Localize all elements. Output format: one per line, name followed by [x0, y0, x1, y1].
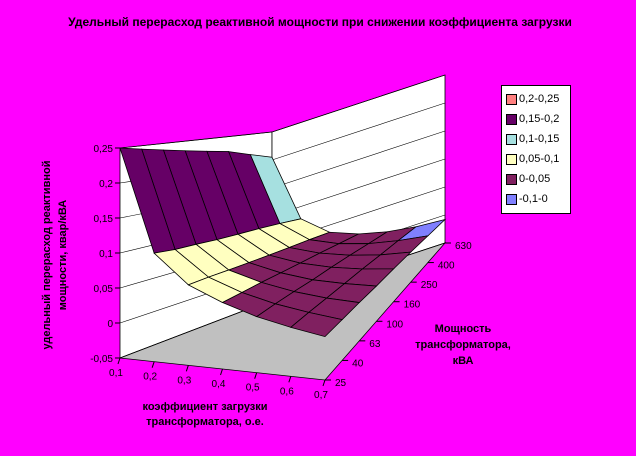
z-gridline [119, 74, 446, 149]
x-tick-label: 0,2 [143, 372, 157, 383]
x-tick [322, 379, 326, 387]
x-tick-label: 0,1 [109, 368, 123, 379]
y-tick-label: 630 [455, 241, 472, 252]
legend-swatch [506, 133, 517, 145]
y-tick-label: 63 [369, 339, 381, 350]
legend-label: 0-0,05 [519, 173, 551, 185]
x-tick [117, 357, 121, 365]
legend-label: 0,1-0,15 [519, 133, 560, 145]
x-tick-label: 0,4 [212, 379, 226, 390]
y-axis-title: Мощность [435, 323, 492, 335]
legend-item: -0,1-0 [506, 189, 570, 209]
x-tick-label: 0,3 [177, 375, 191, 386]
surface-patch [289, 311, 343, 338]
z-axis-title: удельный перерасход реактивной [41, 161, 53, 350]
y-tick-label: 250 [421, 280, 438, 291]
z-tick-label: -0,05 [90, 354, 113, 365]
y-tick-label: 40 [352, 358, 364, 369]
legend-item: 0,15-0,2 [506, 109, 570, 129]
x-tick [220, 368, 223, 376]
x-tick-label: 0,6 [280, 386, 294, 397]
x-tick [185, 365, 189, 372]
z-tick-label: 0,25 [94, 144, 114, 155]
legend-label: -0,1-0 [519, 193, 548, 205]
x-tick-label: 0,5 [246, 383, 260, 394]
legend-item: 0,1-0,15 [506, 129, 570, 149]
z-tick-label: 0 [107, 319, 113, 330]
x-tick [288, 376, 292, 383]
legend-item: 0-0,05 [506, 169, 570, 189]
x-tick-label: 0,7 [314, 390, 328, 401]
legend-item: 0,2-0,25 [506, 89, 570, 109]
x-tick [254, 372, 258, 379]
y-tick-label: 100 [386, 319, 403, 330]
legend-swatch [506, 173, 517, 185]
legend-label: 0,2-0,25 [519, 93, 560, 105]
legend-item: 0,05-0,1 [506, 149, 570, 169]
y-tick-label: 160 [404, 300, 421, 311]
z-tick-label: 0,05 [94, 284, 114, 295]
legend-swatch [506, 93, 517, 105]
z-tick-label: 0,1 [99, 249, 113, 260]
y-tick-label: 400 [438, 261, 455, 272]
legend: 0,2-0,25 0,15-0,2 0,1-0,15 0,05-0,1 0-0,05 -0… [501, 85, 571, 214]
legend-swatch [506, 193, 517, 205]
x-axis-title: трансформатора, о.е. [146, 416, 264, 428]
z-axis-title: мощности, квар/кВА [57, 200, 69, 311]
chart-title: Удельный перерасход реактивной мощности … [68, 15, 572, 29]
legend-swatch [506, 153, 517, 165]
z-tick-label: 0,15 [94, 214, 114, 225]
legend-label: 0,05-0,1 [519, 153, 560, 165]
y-axis-title: трансформатора, [415, 339, 511, 351]
z-tick-label: 0,2 [99, 179, 113, 190]
x-axis-title: коэффициент загрузки [142, 401, 267, 413]
y-tick-label: 25 [335, 378, 347, 389]
y-axis-title: кВА [453, 355, 474, 367]
legend-swatch [506, 113, 517, 125]
legend-label: 0,15-0,2 [519, 113, 560, 125]
x-tick [151, 361, 155, 368]
